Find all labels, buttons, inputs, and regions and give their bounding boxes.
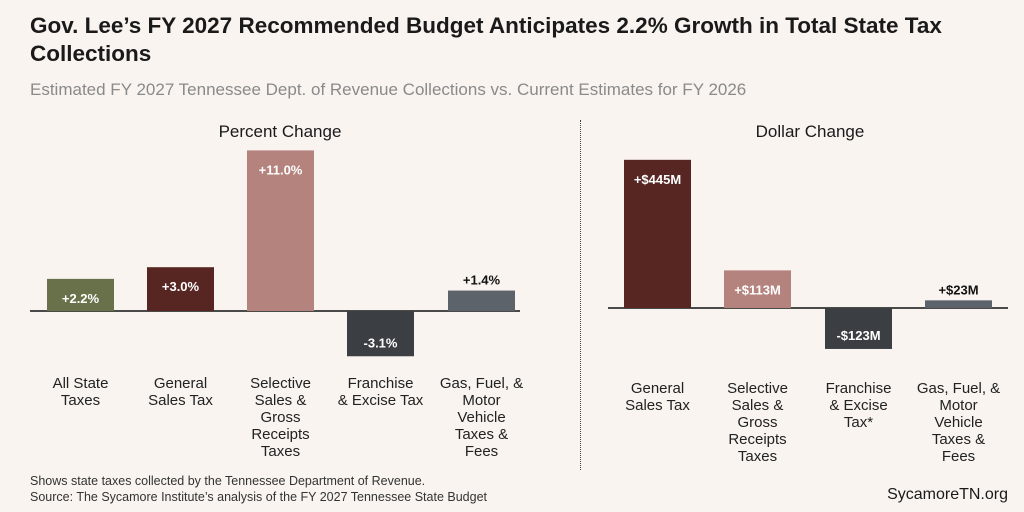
bar <box>724 270 791 308</box>
category-label: Taxes <box>261 443 300 460</box>
category-label: Motor <box>462 392 500 409</box>
category-label: Sales & <box>255 392 307 409</box>
category-label: Fees <box>465 443 498 460</box>
category-label: Tax* <box>844 414 873 431</box>
panel-title-percent: Percent Change <box>218 122 342 141</box>
category-label: Taxes & <box>455 426 508 443</box>
source-text: Source: The Sycamore Institute’s analysi… <box>30 490 487 504</box>
bar <box>147 267 214 311</box>
data-label: +$113M <box>734 282 781 297</box>
category-label: Selective <box>250 375 311 392</box>
category-label: Selective <box>727 380 788 397</box>
category-label: Franchise <box>826 380 892 397</box>
category-label: Gross <box>260 409 300 426</box>
category-label: Fees <box>942 448 975 465</box>
data-label: +1.4% <box>463 273 501 288</box>
category-label: General <box>631 380 684 397</box>
category-label: Taxes & <box>932 431 985 448</box>
category-label: & Excise <box>829 397 887 414</box>
category-label: Taxes <box>738 448 777 465</box>
bar <box>624 159 691 308</box>
category-label: General <box>154 375 207 392</box>
data-label: -3.1% <box>364 335 398 350</box>
data-label: -$123M <box>836 328 880 343</box>
data-label: +2.2% <box>62 291 100 306</box>
panel-divider <box>580 120 581 470</box>
chart-title: Gov. Lee’s FY 2027 Recommended Budget An… <box>30 13 942 66</box>
chart-subtitle: Estimated FY 2027 Tennessee Dept. of Rev… <box>30 80 747 99</box>
category-label: Sales & <box>732 397 784 414</box>
bar <box>825 308 892 349</box>
bar <box>925 300 992 308</box>
category-label: Franchise <box>348 375 414 392</box>
category-label: Receipts <box>728 431 786 448</box>
category-label: Taxes <box>61 392 100 409</box>
category-label: Sales Tax <box>148 392 213 409</box>
category-label: Motor <box>939 397 977 414</box>
data-label: +$23M <box>938 282 978 297</box>
bar <box>448 290 515 311</box>
bar <box>247 150 314 311</box>
data-label: +3.0% <box>162 279 200 294</box>
category-label: Vehicle <box>934 414 982 431</box>
bar <box>347 311 414 357</box>
note-text: Shows state taxes collected by the Tenne… <box>30 474 426 488</box>
category-label: Vehicle <box>457 409 505 426</box>
data-label: +11.0% <box>259 162 303 177</box>
category-label: All State <box>53 375 109 392</box>
category-label: Sales Tax <box>625 397 690 414</box>
category-label: & Excise Tax <box>338 392 424 409</box>
data-label: +$445M <box>634 172 681 187</box>
bar <box>47 278 114 311</box>
category-label: Receipts <box>251 426 309 443</box>
brand-logo-text: SycamoreTN.org <box>887 486 1008 503</box>
category-label: Gas, Fuel, & <box>440 375 523 392</box>
panel-title-dollar: Dollar Change <box>755 122 865 141</box>
category-label: Gross <box>737 414 777 431</box>
category-label: Gas, Fuel, & <box>917 380 1000 397</box>
